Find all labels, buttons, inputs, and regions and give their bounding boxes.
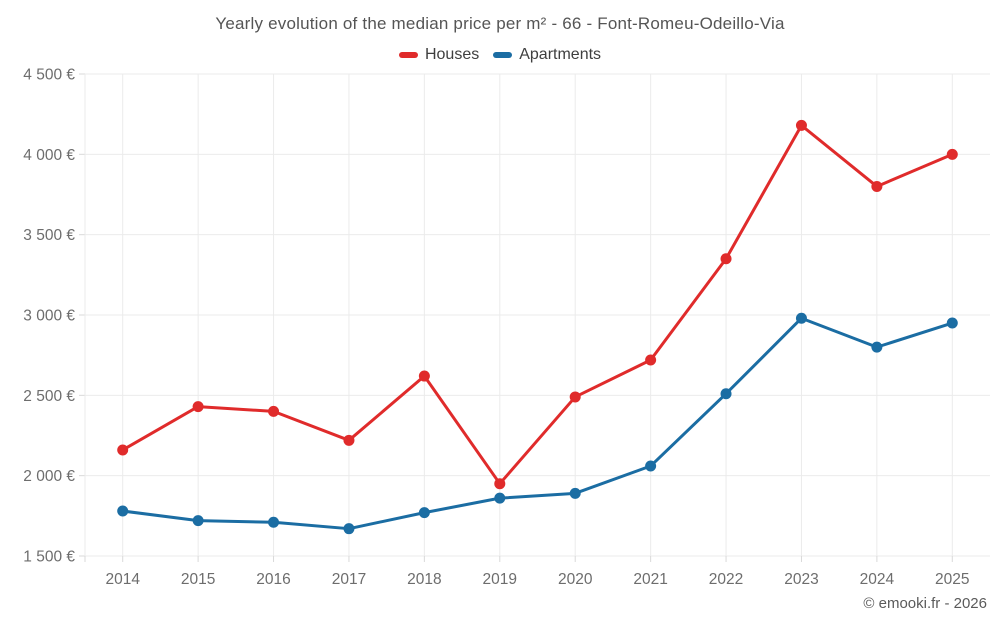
apartments-point-2015[interactable]	[192, 515, 204, 527]
chart-legend: Houses Apartments	[0, 46, 1000, 64]
legend-label-houses: Houses	[424, 46, 480, 63]
apartments-point-2025[interactable]	[946, 317, 958, 329]
apartments-point-2018[interactable]	[418, 507, 430, 519]
houses-point-2018[interactable]	[418, 370, 430, 382]
y-axis-tick-label: 3 000 €	[23, 308, 75, 325]
apartments-point-2020[interactable]	[569, 487, 581, 499]
houses-point-2022[interactable]	[720, 253, 732, 265]
houses-point-2025[interactable]	[946, 148, 958, 160]
houses-swatch-icon	[398, 52, 418, 58]
y-axis-tick-label: 3 500 €	[23, 227, 75, 244]
houses-point-2020[interactable]	[569, 391, 581, 403]
y-axis-tick-label: 1 500 €	[23, 549, 75, 566]
x-axis-tick-label: 2015	[181, 571, 215, 588]
x-axis-tick-label: 2021	[633, 571, 667, 588]
legend-item-apartments[interactable]: Apartments	[493, 46, 601, 64]
attribution: © emooki.fr - 2026	[863, 595, 987, 612]
apartments-point-2021[interactable]	[645, 460, 657, 472]
y-axis-tick-label: 4 000 €	[23, 147, 75, 164]
x-axis-tick-label: 2023	[784, 571, 818, 588]
houses-point-2019[interactable]	[494, 478, 506, 490]
x-axis-tick-label: 2025	[935, 571, 969, 588]
page-title: Yearly evolution of the median price per…	[215, 14, 785, 33]
apartments-swatch-icon	[493, 52, 513, 58]
x-axis-tick-label: 2022	[709, 571, 743, 588]
y-axis-tick-label: 4 500 €	[23, 67, 75, 84]
apartments-line	[121, 316, 954, 531]
apartments-series	[117, 312, 958, 535]
legend-label-apartments: Apartments	[519, 46, 602, 63]
apartments-point-2019[interactable]	[494, 492, 506, 504]
x-axis-tick-label: 2020	[558, 571, 593, 588]
x-axis-tick-label: 2018	[407, 571, 441, 588]
houses-point-2021[interactable]	[645, 354, 657, 366]
houses-line	[121, 123, 954, 486]
houses-point-2023[interactable]	[795, 119, 807, 131]
y-axis-tick-label: 2 500 €	[23, 388, 75, 405]
x-axis-tick-label: 2016	[256, 571, 290, 588]
houses-point-2015[interactable]	[192, 401, 204, 413]
apartments-point-2017[interactable]	[343, 523, 355, 535]
legend-item-houses[interactable]: Houses	[398, 46, 480, 64]
houses-point-2017[interactable]	[343, 434, 355, 446]
houses-point-2014[interactable]	[117, 444, 129, 456]
y-axis-tick-label: 2 000 €	[23, 468, 75, 485]
apartments-point-2022[interactable]	[720, 388, 732, 400]
houses-point-2016[interactable]	[268, 405, 280, 417]
apartments-point-2014[interactable]	[117, 505, 129, 517]
x-axis-tick-label: 2014	[105, 571, 140, 588]
houses-series	[117, 119, 958, 490]
x-axis-tick-label: 2019	[483, 571, 517, 588]
houses-point-2024[interactable]	[871, 180, 883, 192]
apartments-point-2023[interactable]	[795, 312, 807, 324]
x-axis-tick-label: 2024	[860, 571, 895, 588]
apartments-point-2016[interactable]	[268, 516, 280, 528]
x-axis-tick-label: 2017	[332, 571, 366, 588]
apartments-point-2024[interactable]	[871, 341, 883, 353]
